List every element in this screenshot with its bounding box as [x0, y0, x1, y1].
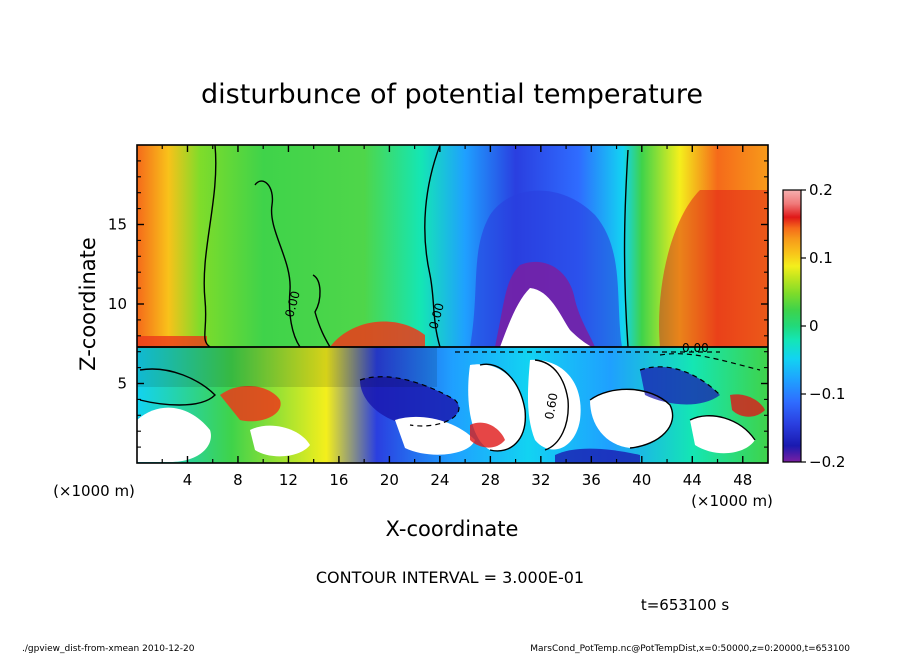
x-tick-label: 24: [430, 471, 449, 489]
x-tick-label: 44: [683, 471, 702, 489]
contour-label: 0.00: [682, 341, 709, 355]
y-tick-label: 15: [108, 216, 127, 234]
contour-interval-text: CONTOUR INTERVAL = 3.000E-01: [316, 568, 584, 587]
colorbar-tick-label: −0.2: [809, 453, 845, 471]
x-tick-label: 12: [279, 471, 298, 489]
x-tick-label: 28: [481, 471, 500, 489]
y-tick-label: 10: [108, 295, 127, 313]
colorbar-tick-label: 0.2: [809, 181, 833, 199]
heatmap-field: [137, 145, 768, 463]
x-tick-label: 36: [582, 471, 601, 489]
contour-label: 0.60: [542, 392, 560, 421]
x-tick-label: 48: [733, 471, 752, 489]
footer-right-text: MarsCond_PotTemp.nc@PotTempDist,x=0:5000…: [530, 644, 850, 654]
contour-label: 0.00: [426, 301, 446, 330]
x-tick-label: 4: [183, 471, 193, 489]
x-tick-label: 8: [233, 471, 243, 489]
y-axis-ticks: 5 10 15: [108, 160, 768, 448]
contour-label: 0.00: [282, 289, 302, 318]
x-tick-label: 20: [380, 471, 399, 489]
chart-title: disturbunce of potential temperature: [201, 79, 703, 110]
y-unit-label: (×1000 m): [53, 482, 135, 500]
x-tick-label: 32: [531, 471, 550, 489]
y-axis-label: Z-coordinate: [76, 237, 100, 371]
time-text: t=653100 s: [641, 596, 729, 614]
y-tick-label: 5: [117, 375, 127, 393]
footer-left-text: ./gpview_dist-from-xmean 2010-12-20: [22, 644, 195, 654]
x-axis-ticks: 4 8 12 16 20 24 28 32 36 40 44 48: [161, 145, 752, 489]
x-tick-label: 16: [329, 471, 348, 489]
colorbar-tick-label: −0.1: [809, 385, 845, 403]
colorbar-ticks: 0.2 0.1 0 −0.1 −0.2: [801, 181, 845, 471]
x-axis-label: X-coordinate: [386, 517, 519, 541]
colorbar: [782, 189, 802, 463]
colorbar-tick-label: 0.1: [809, 249, 833, 267]
colorbar-tick-label: 0: [809, 317, 819, 335]
x-tick-label: 40: [632, 471, 651, 489]
x-unit-label: (×1000 m): [691, 492, 773, 510]
